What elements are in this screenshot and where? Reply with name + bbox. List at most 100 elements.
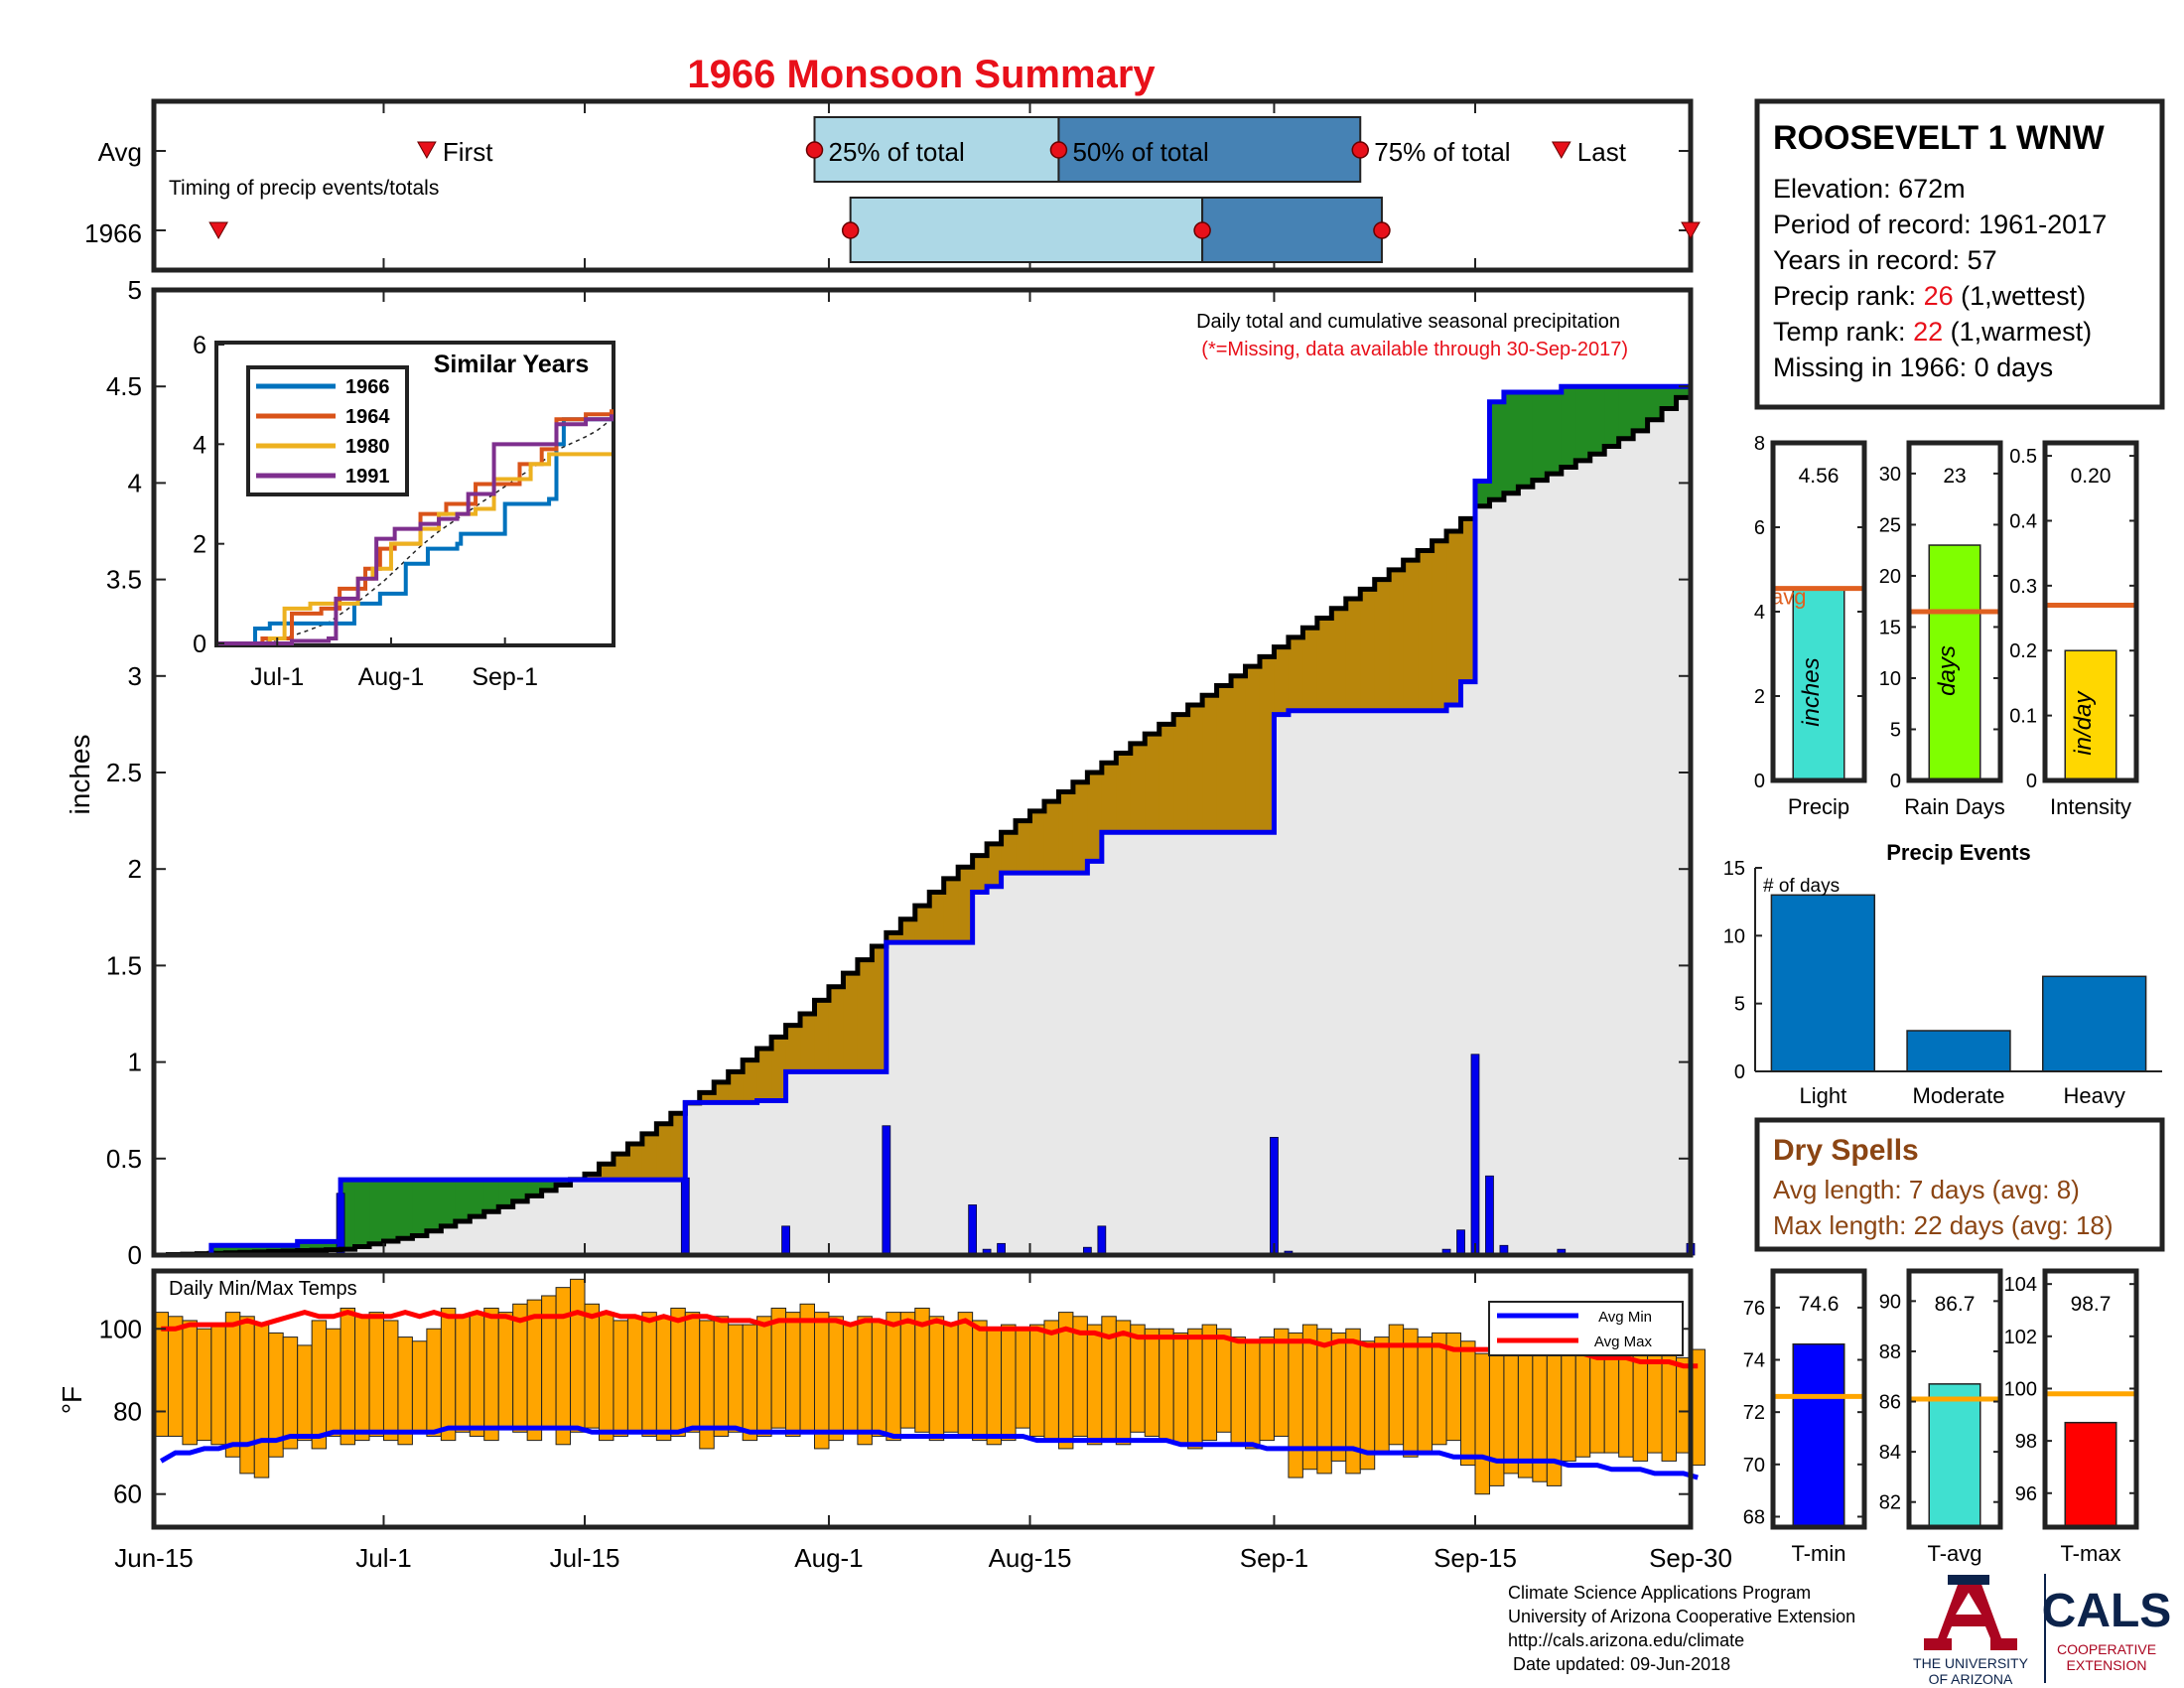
mini-panel-y-tick-label: 74 [1743, 1350, 1765, 1372]
inset-series-line [218, 416, 614, 645]
y1966-last-marker [1681, 221, 1701, 240]
precip-y-tick-label: 3.5 [106, 565, 142, 595]
footer: Climate Science Applications Program Uni… [1508, 1583, 1855, 1674]
daily-temp-bar [871, 1320, 887, 1437]
mini-panel-y-tick-label: 72 [1743, 1402, 1765, 1424]
mini-panel-frame [2042, 1268, 2139, 1530]
deficit-fill [1001, 832, 1017, 874]
avg-min-line [159, 1425, 1699, 1480]
daily-temp-bar [311, 1320, 328, 1450]
deficit-fill [800, 1014, 816, 1072]
deficit-fill [1316, 618, 1332, 711]
precip-y-label: inches [65, 735, 95, 815]
mini-panel-intensity: 0 0.1 0.2 0.3 0.4 0.5 0.20 in/day Intensity [2009, 440, 2139, 819]
daily-precip-bar [968, 1204, 978, 1256]
station-info-box: ROOSEVELT 1 WNW Elevation: 672m Period o… [1754, 98, 2165, 410]
precip-y-tick-label: 2.5 [106, 758, 142, 787]
temp-legend-box [1488, 1301, 1684, 1356]
avg-p25-label: 25% of total [828, 137, 964, 167]
timing-panel: Avg 1966 Timing of precip events/totals … [84, 98, 1701, 273]
station-elevation: Elevation: 672m [1773, 174, 1966, 204]
deficit-fill [857, 959, 873, 1072]
mini-panel-frame [1770, 1268, 1867, 1530]
y1966-25-50-box [849, 197, 1204, 263]
deficit-fill [627, 1144, 643, 1181]
precip-y-tick-label: 4.5 [106, 371, 142, 401]
mini-panel-y-tick-label: 6 [1754, 517, 1765, 539]
surplus-fill [225, 1245, 241, 1253]
ua-a-icon [1924, 1579, 2017, 1650]
avg-p75-label: 75% of total [1374, 137, 1510, 167]
inset-legend: 1966 1964 1980 1991 [256, 376, 390, 488]
daily-temp-bar [742, 1324, 758, 1442]
station-name: ROOSEVELT 1 WNW [1773, 119, 2106, 157]
deficit-fill [1288, 636, 1303, 711]
mini-panel-y-tick-label: 0.1 [2009, 706, 2037, 728]
surplus-fill [1662, 386, 1678, 409]
surplus-fill [354, 1180, 370, 1247]
avg-50-75-box [1057, 116, 1362, 183]
daily-temp-bar [455, 1316, 471, 1433]
surplus-fill [498, 1180, 514, 1207]
dry-spells-title: Dry Spells [1773, 1134, 1919, 1167]
mini-panel-t-avg: 82 84 86 88 90 86.7 T-avg [1879, 1268, 2003, 1566]
timing-row-avg-label: Avg [98, 137, 142, 167]
surplus-fill [512, 1180, 528, 1201]
deficit-fill [771, 1037, 787, 1101]
deficit-fill [900, 918, 916, 943]
daily-temp-bar [1130, 1324, 1146, 1433]
mini-panel-y-tick-label: 0.2 [2009, 640, 2037, 662]
mini-panel-y-tick-label: 20 [1879, 566, 1901, 588]
daily-temp-bar [196, 1328, 212, 1442]
university-of-arizona-logo: THE UNIVERSITY OF ARIZONA CALS COOPERATI… [1913, 1574, 2171, 1687]
timing-1966-row [208, 197, 1701, 263]
deficit-fill [914, 906, 930, 943]
mini-panel-y-tick-label: 15 [1879, 617, 1901, 638]
surplus-fill [1589, 386, 1605, 455]
deficit-fill [958, 867, 974, 943]
daily-temp-bar [1517, 1336, 1534, 1478]
y1966-p25-marker [841, 221, 860, 239]
precip-lines [154, 374, 1694, 1258]
daily-precip-bar [680, 1177, 690, 1256]
daily-temp-bar [899, 1312, 916, 1429]
daily-temp-bar [512, 1303, 528, 1433]
events-y-tick-label: 0 [1734, 1061, 1745, 1083]
daily-temp-bar [626, 1316, 643, 1433]
surplus-fill [483, 1180, 499, 1212]
daily-temp-bar [239, 1316, 255, 1475]
mini-panel-y-tick-label: 5 [1890, 719, 1901, 741]
surplus-fill [326, 1241, 341, 1250]
avg-p50-label: 50% of total [1072, 137, 1208, 167]
mini-panel-t-max: 96 98 100 102 104 98.7 T-max [2004, 1268, 2139, 1566]
deficit-fill [1360, 589, 1376, 711]
surplus-fill [1518, 392, 1534, 488]
deficit-fill [699, 1092, 715, 1103]
date-x-axis: Jun-15 Jul-1 Jul-15 Aug-1 Aug-15 Sep-1 Sep-15 S… [114, 1271, 1732, 1573]
surplus-fill [268, 1245, 284, 1252]
mini-panel-category-label: T-min [1792, 1541, 1846, 1566]
precip-y-tick-label: 1 [128, 1048, 142, 1077]
precip-chart: 0 0.5 1 1.5 2 2.5 3 3.5 4 4.5 5 inches Daily total… [65, 275, 1696, 1270]
daily-temp-bar [857, 1316, 873, 1446]
events-y-tick-label: 15 [1723, 858, 1745, 880]
daily-temp-bar [943, 1324, 959, 1433]
x-tick-label: Aug-1 [794, 1543, 863, 1573]
deficit-fill [987, 843, 1003, 887]
deficit-fill [1145, 734, 1160, 833]
mini-panel-precip: avg 0 2 4 6 8 4.56 inches Precip [1754, 433, 1867, 819]
daily-temp-bar [440, 1307, 457, 1442]
daily-temp-bar [828, 1316, 844, 1442]
mini-panel-y-tick-label: 0.5 [2009, 446, 2037, 468]
avg-last-marker [1551, 141, 1571, 160]
daily-temp-bar [555, 1287, 572, 1446]
daily-temp-bar [842, 1324, 859, 1433]
mini-panel-y-tick-label: 0 [2026, 771, 2037, 792]
deficit-fill [1043, 801, 1060, 874]
inset-plot: 0 2 4 6 Jul-1 Aug-1 Sep-1 [193, 332, 614, 691]
surplus-fill [441, 1180, 457, 1226]
deficit-fill [972, 855, 988, 893]
dry-spells-avg-length: Avg length: 7 days (avg: 8) [1773, 1175, 2080, 1204]
